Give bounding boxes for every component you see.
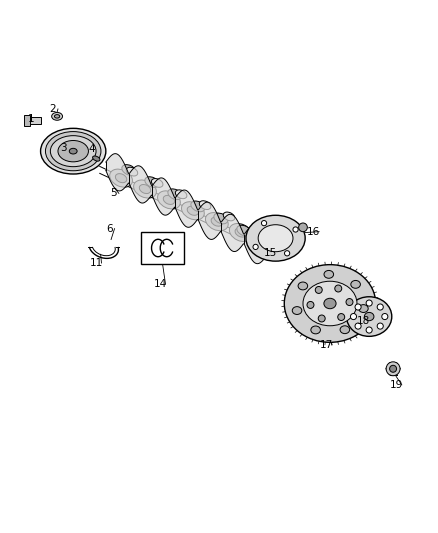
- Text: 14: 14: [154, 279, 167, 289]
- Ellipse shape: [230, 223, 252, 241]
- Ellipse shape: [214, 213, 228, 224]
- Ellipse shape: [126, 167, 138, 176]
- Ellipse shape: [237, 225, 251, 236]
- Ellipse shape: [346, 297, 392, 336]
- FancyBboxPatch shape: [28, 117, 41, 124]
- Circle shape: [307, 302, 314, 309]
- Circle shape: [377, 323, 383, 329]
- Text: 18: 18: [357, 316, 370, 326]
- Circle shape: [355, 304, 361, 310]
- Ellipse shape: [351, 280, 360, 288]
- Ellipse shape: [52, 112, 63, 120]
- FancyBboxPatch shape: [25, 116, 30, 126]
- Circle shape: [261, 221, 267, 226]
- Circle shape: [366, 327, 372, 333]
- Ellipse shape: [145, 177, 159, 188]
- Ellipse shape: [258, 225, 293, 252]
- Ellipse shape: [359, 305, 368, 312]
- Circle shape: [377, 304, 383, 310]
- Circle shape: [382, 313, 388, 320]
- Ellipse shape: [187, 206, 198, 215]
- Text: 11: 11: [90, 258, 103, 268]
- Ellipse shape: [46, 132, 101, 171]
- Circle shape: [253, 244, 258, 249]
- Text: 4: 4: [88, 144, 95, 154]
- Text: 16: 16: [307, 227, 321, 237]
- Ellipse shape: [211, 217, 223, 226]
- Ellipse shape: [292, 306, 302, 314]
- Ellipse shape: [298, 282, 307, 290]
- Circle shape: [346, 298, 353, 305]
- Circle shape: [315, 286, 322, 294]
- Ellipse shape: [181, 202, 204, 220]
- Ellipse shape: [122, 165, 136, 175]
- Circle shape: [335, 285, 342, 292]
- Ellipse shape: [69, 148, 77, 154]
- Ellipse shape: [58, 141, 88, 162]
- Ellipse shape: [175, 190, 187, 199]
- Ellipse shape: [235, 228, 247, 237]
- Ellipse shape: [110, 169, 132, 187]
- Circle shape: [285, 251, 290, 256]
- Ellipse shape: [168, 189, 182, 199]
- Circle shape: [355, 323, 361, 329]
- Text: 2: 2: [49, 104, 56, 114]
- Ellipse shape: [139, 184, 151, 193]
- Circle shape: [338, 313, 345, 320]
- Ellipse shape: [223, 212, 235, 221]
- Circle shape: [299, 223, 307, 232]
- Ellipse shape: [340, 326, 350, 334]
- Ellipse shape: [205, 213, 228, 231]
- Text: 15: 15: [264, 248, 277, 259]
- Ellipse shape: [364, 312, 374, 321]
- Circle shape: [318, 315, 325, 322]
- Ellipse shape: [134, 180, 156, 198]
- Text: 1: 1: [28, 114, 34, 124]
- Circle shape: [390, 365, 396, 372]
- Text: 3: 3: [60, 143, 67, 153]
- Text: 5: 5: [110, 188, 117, 198]
- Text: 6: 6: [106, 224, 113, 233]
- Text: 17: 17: [320, 340, 334, 350]
- Circle shape: [386, 362, 400, 376]
- Ellipse shape: [199, 201, 211, 209]
- Text: 19: 19: [390, 380, 403, 390]
- Circle shape: [293, 227, 298, 232]
- Ellipse shape: [284, 265, 376, 342]
- Circle shape: [366, 300, 372, 306]
- Ellipse shape: [152, 179, 163, 187]
- Ellipse shape: [191, 201, 205, 212]
- Ellipse shape: [41, 128, 106, 174]
- Bar: [141, 232, 184, 264]
- Ellipse shape: [324, 298, 336, 309]
- Circle shape: [350, 313, 357, 320]
- Ellipse shape: [54, 115, 60, 118]
- Ellipse shape: [303, 281, 357, 326]
- Ellipse shape: [324, 270, 334, 278]
- Ellipse shape: [311, 326, 321, 334]
- Ellipse shape: [92, 156, 100, 161]
- Ellipse shape: [163, 196, 175, 205]
- Ellipse shape: [158, 191, 180, 209]
- Ellipse shape: [246, 215, 305, 261]
- Ellipse shape: [115, 174, 127, 183]
- Ellipse shape: [50, 136, 96, 167]
